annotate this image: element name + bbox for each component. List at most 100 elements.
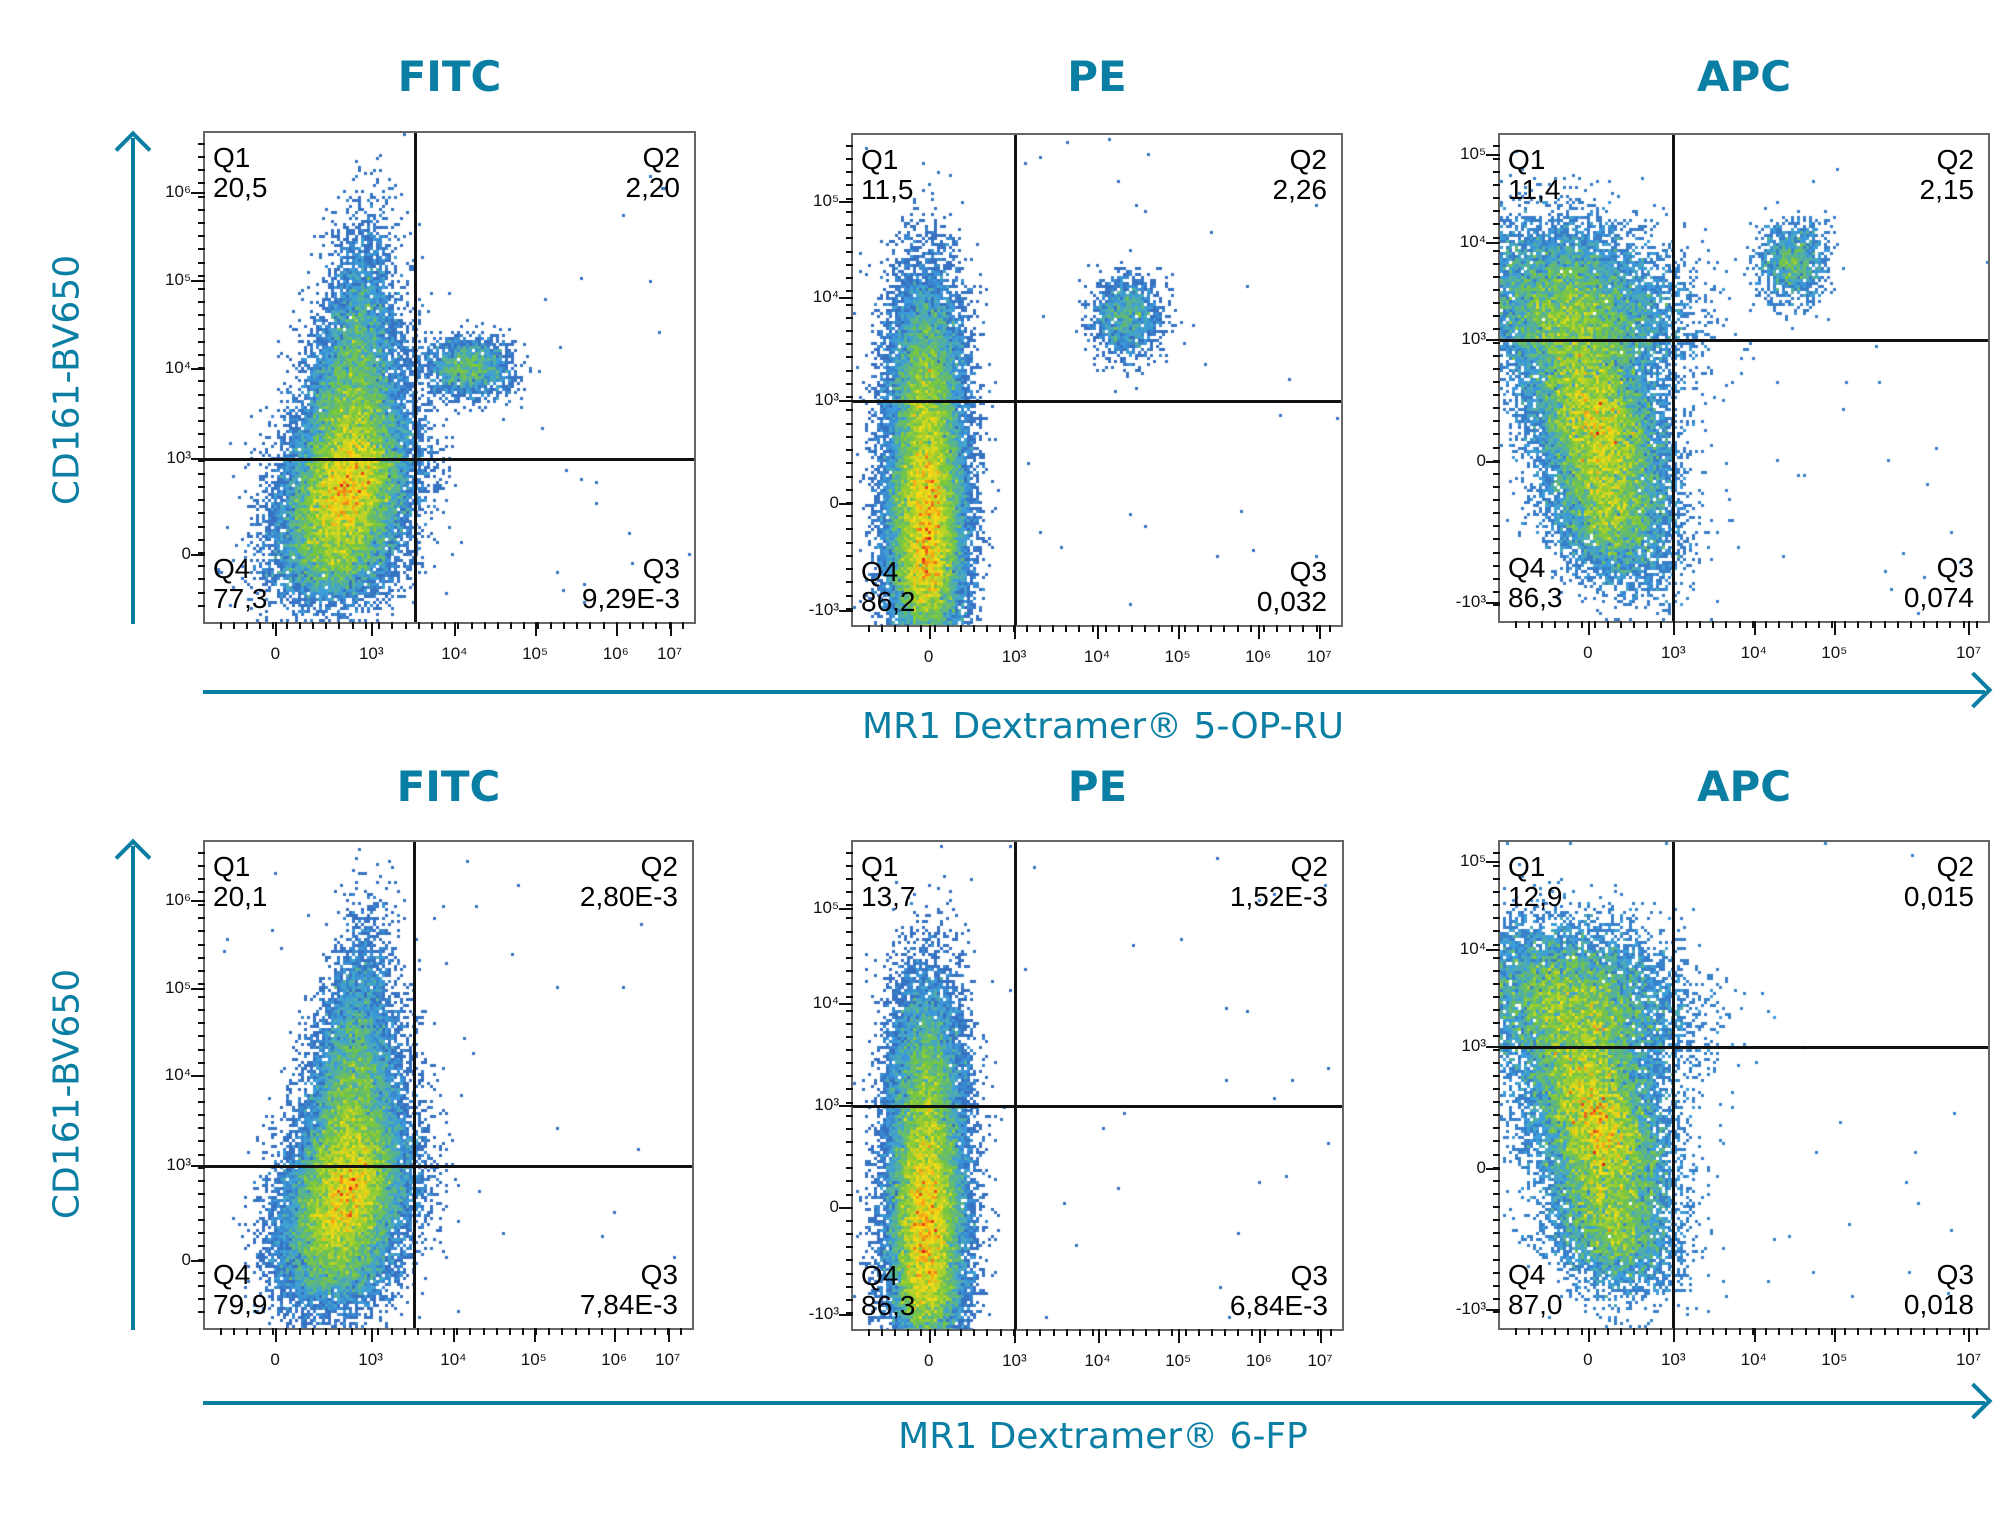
quadrant-gate-vertical[interactable]	[1014, 842, 1018, 1329]
quadrant-q3: Q3 0,032	[1257, 557, 1327, 617]
y-minor-tick	[846, 1088, 853, 1091]
y-minor-tick	[846, 1101, 853, 1104]
x-minor-tick	[627, 1328, 630, 1335]
x-tick-mark	[1673, 1328, 1676, 1342]
density-plot-pe: Q1 13,7 Q2 1,52E-3 Q3 6,84E-3 Q4 86,3 0 10³ 10⁴ 10⁵…	[809, 840, 1344, 1370]
x-minor-tick	[272, 1328, 275, 1335]
x-minor-tick	[1606, 1328, 1609, 1335]
x-tick-mark	[1258, 625, 1261, 639]
quadrant-name: Q4	[1508, 1259, 1546, 1290]
y-minor-tick	[846, 224, 853, 227]
y-minor-tick	[198, 591, 205, 594]
x-minor-tick	[1276, 625, 1279, 632]
x-minor-tick	[1870, 621, 1873, 628]
y-tick-mark	[1486, 241, 1500, 244]
x-minor-tick	[1738, 1328, 1741, 1335]
x-minor-tick	[574, 1328, 577, 1335]
quadrant-percent: 77,3	[213, 583, 268, 614]
x-minor-tick	[1975, 621, 1978, 628]
y-minor-tick	[1493, 917, 1500, 920]
x-minor-tick	[1131, 625, 1134, 632]
quadrant-q3: Q3 6,84E-3	[1230, 1261, 1328, 1321]
y-minor-tick	[846, 970, 853, 973]
quadrant-gate-horizontal[interactable]	[1500, 1046, 1988, 1050]
y-tick-label: 10⁵	[1460, 851, 1486, 871]
quadrant-gate-horizontal[interactable]	[1500, 339, 1988, 343]
x-minor-tick	[1065, 1329, 1068, 1336]
quadrant-gate-vertical[interactable]	[1672, 842, 1676, 1328]
quadrant-name: Q2	[640, 851, 678, 882]
quadrant-q1: Q1 20,1	[213, 852, 268, 912]
quadrant-q2: Q2 2,26	[1273, 145, 1328, 205]
quadrant-percent: 6,84E-3	[1229, 1290, 1328, 1321]
y-minor-tick	[1493, 1140, 1500, 1143]
x-tick-label: 10⁴	[441, 644, 468, 663]
quadrant-gate-horizontal[interactable]	[853, 1104, 1342, 1108]
y-minor-tick	[1493, 420, 1500, 423]
y-minor-tick	[846, 356, 853, 359]
quadrant-gate-horizontal[interactable]	[853, 399, 1341, 403]
y-minor-tick	[198, 235, 205, 238]
y-minor-tick	[1493, 354, 1500, 357]
y-minor-tick	[846, 184, 853, 187]
quadrant-gate-vertical[interactable]	[1014, 135, 1018, 625]
y-minor-tick	[846, 396, 853, 399]
quadrant-gate-horizontal[interactable]	[205, 458, 694, 462]
quadrant-gate-vertical[interactable]	[1672, 135, 1676, 621]
x-minor-tick	[1659, 1328, 1662, 1335]
y-tick-mark	[1486, 948, 1500, 951]
x-minor-tick	[1936, 1328, 1939, 1335]
density-points	[205, 842, 692, 1328]
x-tick-mark	[614, 1328, 617, 1342]
x-axis-label: MR1 Dextramer® 6-FP	[898, 1416, 1308, 1457]
x-minor-tick	[1263, 1329, 1266, 1336]
x-tick-label: 0	[1583, 643, 1593, 662]
x-minor-tick	[1328, 625, 1331, 632]
x-tick-label: 10⁵	[1821, 1350, 1848, 1369]
quadrant-percent: 11,5	[861, 174, 914, 205]
quadrant-name: Q2	[642, 142, 680, 173]
x-minor-tick	[920, 1329, 923, 1336]
x-tick-label: 10⁶	[601, 1350, 628, 1369]
x-minor-tick	[1620, 621, 1623, 628]
quadrant-q4: Q4 86,3	[861, 1261, 916, 1321]
x-minor-tick	[483, 622, 486, 629]
quadrant-gate-vertical[interactable]	[414, 133, 418, 622]
y-minor-tick	[1493, 1048, 1500, 1051]
x-minor-tick	[1672, 1328, 1675, 1335]
y-minor-tick	[846, 343, 853, 346]
quadrant-name: Q2	[1290, 851, 1328, 882]
x-minor-tick	[298, 1328, 301, 1335]
quadrant-percent: 86,2	[861, 586, 916, 617]
y-minor-tick	[1493, 1153, 1500, 1156]
y-minor-tick	[846, 250, 853, 253]
y-minor-tick	[1493, 1232, 1500, 1235]
x-minor-tick	[364, 1328, 367, 1335]
x-minor-tick	[245, 1328, 248, 1335]
y-minor-tick	[846, 930, 853, 933]
y-tick-label: 10³	[166, 1155, 191, 1175]
quadrant-q3: Q3 7,84E-3	[580, 1260, 678, 1320]
x-tick-label: 10³	[1001, 647, 1027, 666]
y-minor-tick	[846, 1127, 853, 1130]
y-minor-tick	[1493, 236, 1500, 239]
y-minor-tick	[198, 1219, 205, 1222]
y-minor-tick	[846, 171, 853, 174]
x-minor-tick	[1751, 1328, 1754, 1335]
y-minor-tick	[1493, 1035, 1500, 1038]
x-tick-mark	[1968, 621, 1971, 635]
x-minor-tick	[986, 1329, 989, 1336]
y-minor-tick	[1493, 969, 1500, 972]
x-tick-mark	[1587, 621, 1590, 635]
quadrant-gate-vertical[interactable]	[413, 842, 417, 1328]
y-minor-tick	[198, 891, 205, 894]
x-tick-label: 10⁷	[1955, 643, 1981, 662]
x-minor-tick	[1038, 625, 1041, 632]
y-minor-tick	[198, 1206, 205, 1208]
quadrant-percent: 11,4	[1508, 174, 1561, 205]
y-minor-tick	[846, 1154, 853, 1157]
quadrant-name: Q1	[213, 851, 251, 882]
panel-title: PE	[1067, 52, 1127, 101]
quadrant-gate-horizontal[interactable]	[205, 1165, 692, 1169]
y-minor-tick	[198, 208, 205, 211]
